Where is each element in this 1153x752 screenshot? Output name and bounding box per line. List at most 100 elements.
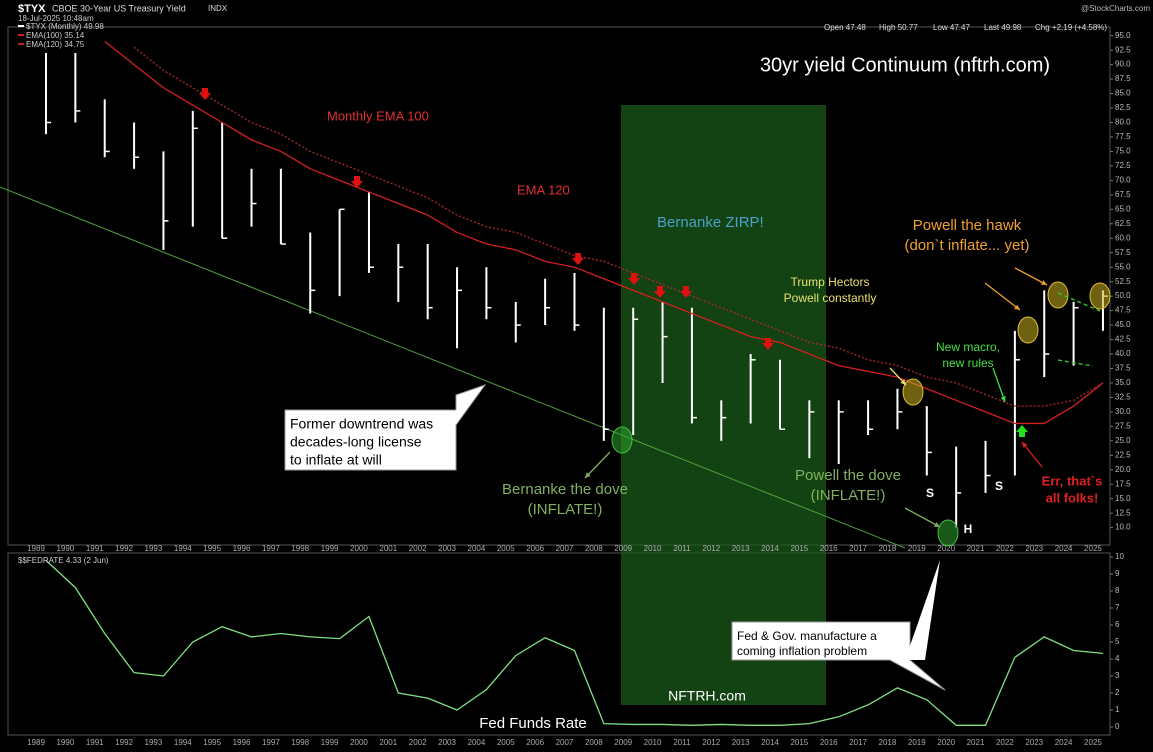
y-tick-label: 90.0: [1115, 60, 1131, 69]
zirp-zone: [621, 105, 826, 705]
y-tick-label: 85.0: [1115, 89, 1131, 98]
x-tick-label: 2004: [468, 738, 486, 747]
y-tick-label: 87.5: [1115, 74, 1131, 83]
callout-box: [731, 621, 946, 691]
green-arrow: [1016, 425, 1028, 437]
y-tick-label: 17.5: [1115, 479, 1131, 488]
x-tick-label: 1996: [233, 544, 251, 553]
annotation: Powell the hawk: [913, 217, 1022, 234]
annotation: Bernanke the dove: [502, 481, 628, 498]
y-tick-label: 8: [1115, 586, 1120, 595]
annotation: Err, that`s: [1042, 473, 1103, 488]
x-tick-label: 2007: [556, 738, 574, 747]
x-tick-label: 1991: [86, 738, 104, 747]
highlight-circle: [1089, 282, 1111, 310]
x-tick-label: 2020: [937, 738, 955, 747]
annotation: (INFLATE!): [811, 487, 886, 504]
y-tick-label: 15.0: [1115, 494, 1131, 503]
x-tick-label: 2021: [967, 544, 985, 553]
ema-line: [133, 46, 1104, 407]
x-tick-label: 2012: [702, 544, 720, 553]
x-tick-label: 1999: [321, 738, 339, 747]
date: 18-Jul-2025 10:48am: [18, 14, 94, 23]
y-tick-label: 4: [1115, 654, 1120, 663]
x-tick-label: 2018: [879, 738, 897, 747]
annotation: (INFLATE!): [528, 501, 603, 518]
red-arrow: [654, 286, 666, 298]
arrow-head: [1041, 280, 1047, 285]
legend-swatch: [18, 34, 24, 36]
y-tick-label: 1: [1115, 705, 1120, 714]
highlight-circle: [902, 378, 924, 406]
legend-swatch: [18, 43, 24, 45]
y-tick-label: 10: [1115, 552, 1124, 561]
x-tick-label: 1998: [291, 738, 309, 747]
x-tick-label: 1990: [56, 544, 74, 553]
annotation: EMA 120: [517, 182, 570, 197]
x-tick-label: 2020: [937, 544, 955, 553]
x-tick-label: 2009: [614, 738, 632, 747]
x-tick-label: 2018: [879, 544, 897, 553]
annotation: NFTRH.com: [668, 688, 746, 704]
x-tick-label: 1997: [262, 738, 280, 747]
instrument-name: CBOE 30-Year US Treasury Yield: [52, 3, 186, 13]
x-tick-label: 2017: [849, 544, 867, 553]
y-tick-label: 32.5: [1115, 393, 1131, 402]
x-tick-label: 2024: [1055, 544, 1073, 553]
annotation: New macro,: [936, 340, 1000, 354]
callout-pointer: [905, 560, 940, 660]
annotation: decades-long license: [290, 434, 422, 450]
arrow-head: [900, 379, 906, 385]
annotation: Powell the dove: [795, 467, 901, 484]
quote-field: Open 47.48: [824, 23, 866, 32]
x-tick-label: 2019: [908, 738, 926, 747]
quote-field: Low 47.47: [933, 23, 970, 32]
x-tick-label: 1996: [233, 738, 251, 747]
y-tick-label: 65.0: [1115, 204, 1131, 213]
x-tick-label: 2016: [820, 544, 838, 553]
y-tick-label: 20.0: [1115, 465, 1131, 474]
red-arrow: [199, 88, 211, 100]
pointer-arrow: [904, 507, 941, 528]
annotation: Trump Hectors: [791, 275, 870, 289]
x-tick-label: 2015: [790, 738, 808, 747]
quote-field: High 50.77: [879, 23, 918, 32]
x-tick-label: 1993: [145, 738, 163, 747]
y-tick-label: 60.0: [1115, 233, 1131, 242]
y-tick-label: 3: [1115, 671, 1120, 680]
x-tick-label: 2024: [1055, 738, 1073, 747]
source: @StockCharts.com: [1081, 4, 1150, 13]
arrow-head: [1022, 442, 1028, 448]
x-tick-label: 2010: [644, 544, 662, 553]
y-tick-label: 72.5: [1115, 161, 1131, 170]
y-tick-label: 77.5: [1115, 132, 1131, 141]
x-tick-label: 2000: [350, 544, 368, 553]
x-tick-label: 2022: [996, 544, 1014, 553]
x-tick-label: 2006: [526, 738, 544, 747]
y-tick-label: 92.5: [1115, 45, 1131, 54]
y-tick-label: 0: [1115, 722, 1120, 731]
x-tick-label: 1994: [174, 738, 192, 747]
highlight-circle: [611, 426, 633, 454]
price-panel: [7, 26, 1111, 546]
annotation: to inflate at will: [290, 452, 382, 468]
x-tick-label: 1997: [262, 544, 280, 553]
y-tick-label: 75.0: [1115, 147, 1131, 156]
y-tick-label: 6: [1115, 620, 1120, 629]
y-tick-label: 12.5: [1115, 508, 1131, 517]
x-tick-label: 2012: [702, 738, 720, 747]
callout-box: [284, 384, 487, 471]
rate-line: [45, 559, 1104, 726]
x-tick-label: 1989: [27, 544, 45, 553]
x-tick-label: 2001: [379, 738, 397, 747]
annotation: Fed & Gov. manufacture a: [737, 629, 877, 643]
x-tick-label: 2003: [438, 544, 456, 553]
y-tick-label: 7: [1115, 603, 1120, 612]
x-tick-label: 2009: [614, 544, 632, 553]
arrow-head: [585, 472, 591, 478]
legend-swatch: [18, 25, 24, 27]
y-tick-label: 55.0: [1115, 262, 1131, 271]
annotation: Bernanke ZIRP!: [657, 214, 764, 231]
channel-line: [1057, 292, 1101, 312]
chart-title: 30yr yield Continuum (nftrh.com): [760, 54, 1050, 76]
